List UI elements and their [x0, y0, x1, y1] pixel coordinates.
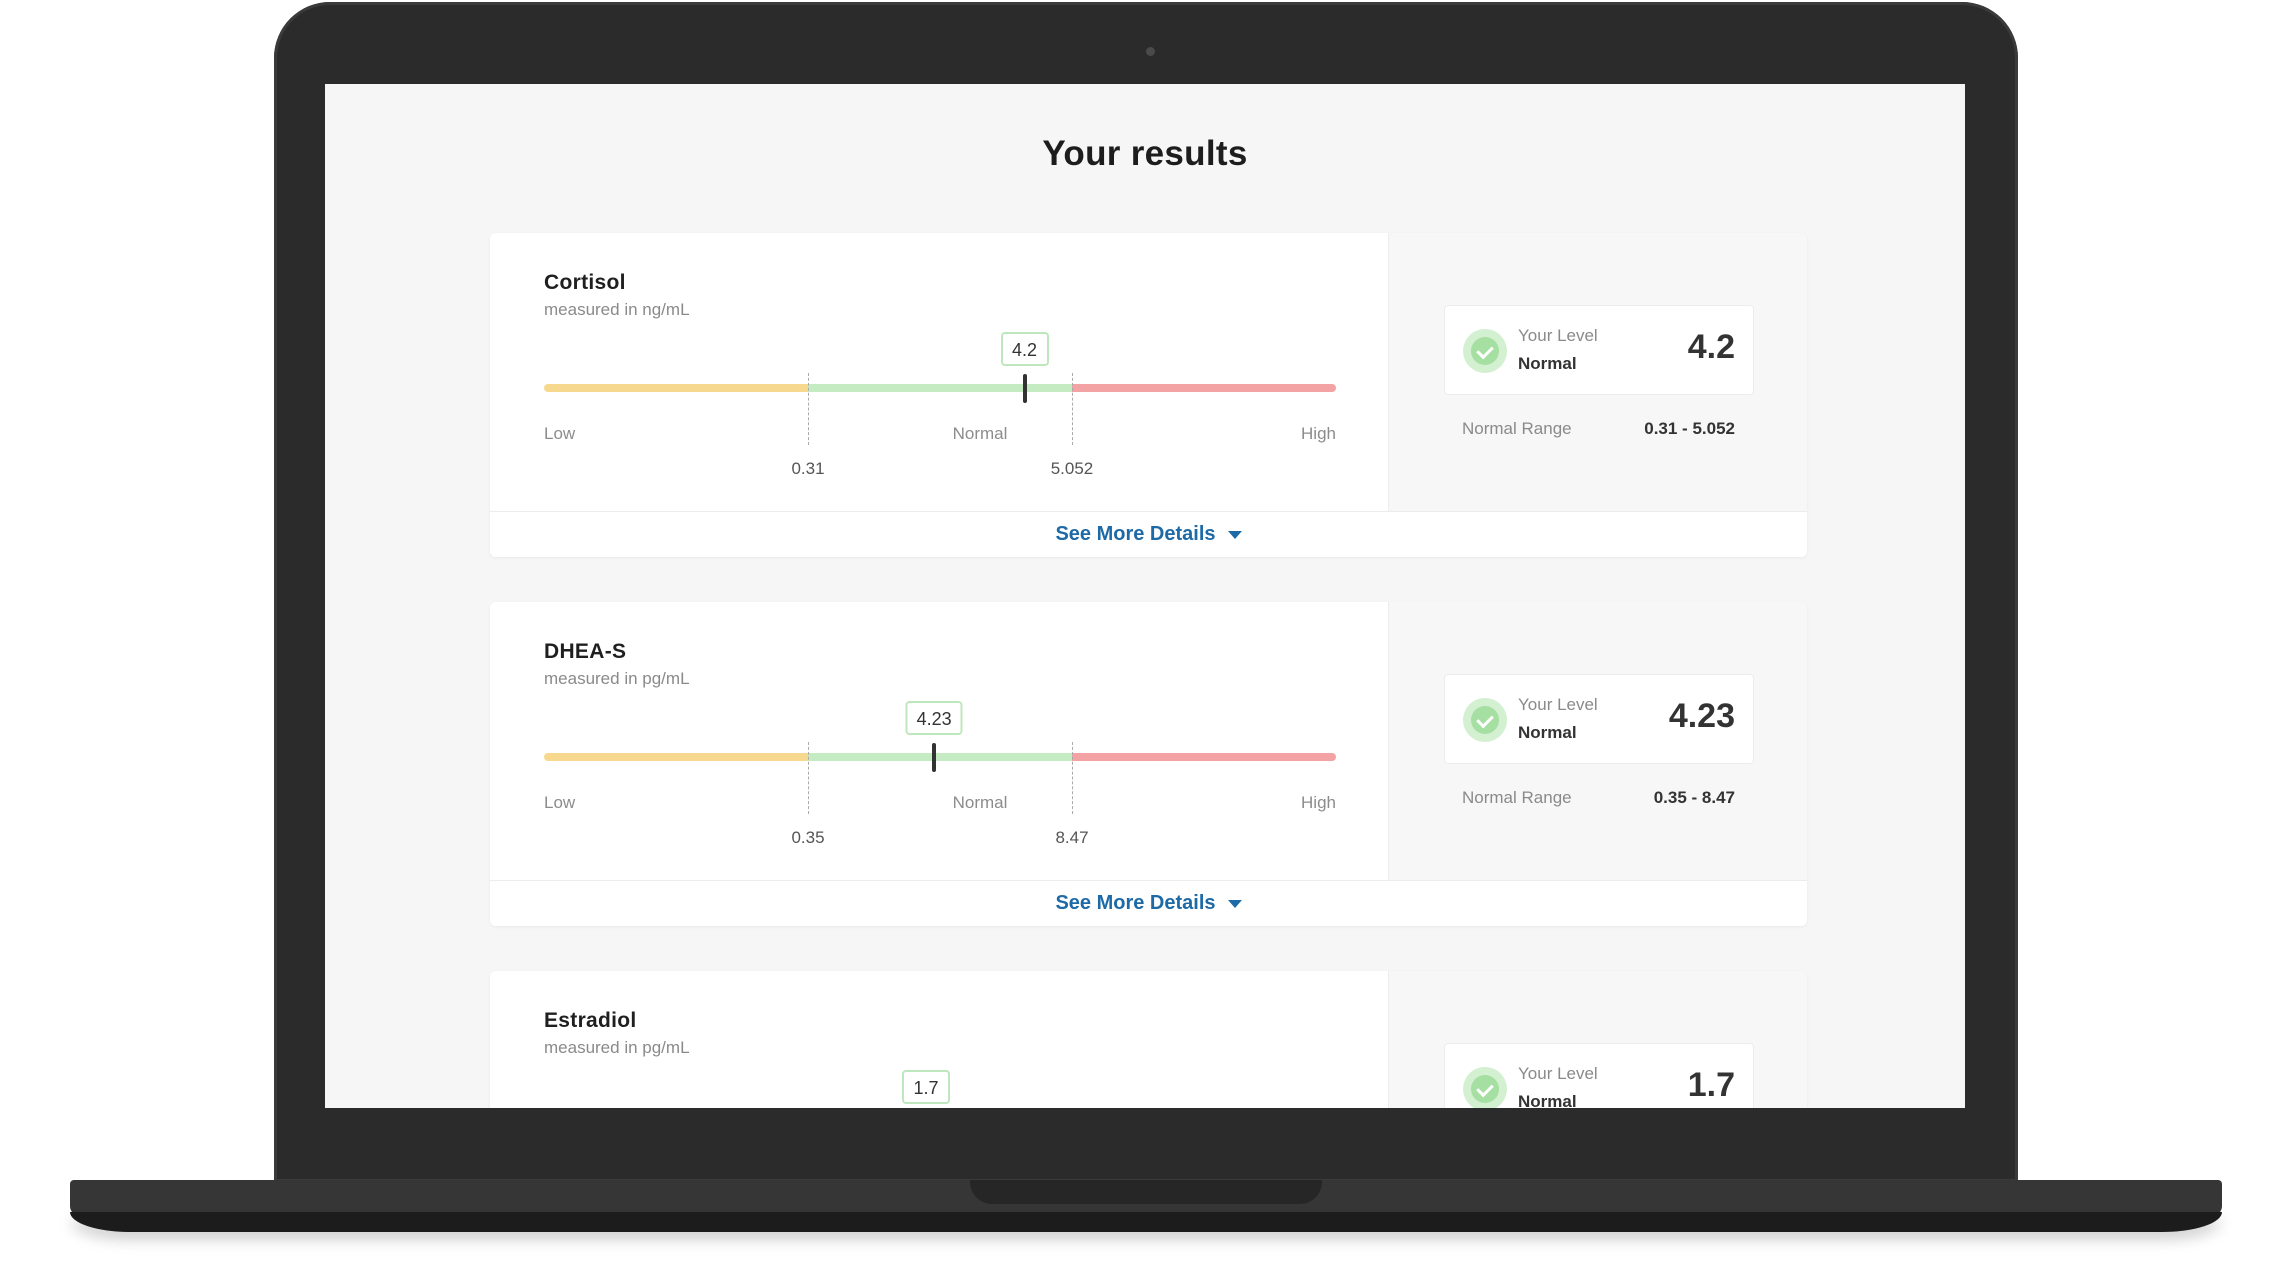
- zone-high-label: High: [1301, 424, 1336, 443]
- high-zone-segment: [1072, 753, 1336, 761]
- zone-high-label: High: [1301, 793, 1336, 812]
- see-more-details-button[interactable]: See More Details: [490, 880, 1807, 926]
- result-card-estradiol: Estradiol measured in pg/mL 1.7 Your Lev…: [490, 971, 1807, 1108]
- range-high-value: 8.47: [1055, 828, 1089, 847]
- see-more-details-label: See More Details: [1055, 892, 1216, 914]
- level-summary-panel: Your Level Normal 4.23 Normal Range 0.35…: [1388, 602, 1807, 880]
- low-zone-segment: [544, 753, 808, 761]
- check-circle-icon: [1463, 1067, 1507, 1108]
- level-caption: Your Level: [1518, 1064, 1598, 1083]
- unit-label: measured in ng/mL: [544, 300, 690, 319]
- level-summary-panel: Your Level Normal 4.2 Normal Range 0.31 …: [1388, 233, 1807, 511]
- range-bar: [544, 384, 1336, 392]
- high-boundary-line: [1072, 742, 1073, 814]
- level-value: 4.23: [1668, 697, 1735, 735]
- marker-name: Cortisol: [544, 271, 626, 294]
- level-value: 1.7: [1687, 1066, 1735, 1104]
- result-card-dhea-s: DHEA-S measured in pg/mL 4.23 Low Normal…: [490, 602, 1807, 926]
- low-zone-segment: [544, 384, 808, 392]
- zone-normal-label: Normal: [952, 424, 1008, 443]
- result-chart-panel: DHEA-S measured in pg/mL 4.23 Low Normal…: [490, 602, 1388, 880]
- marker-name: DHEA-S: [544, 640, 627, 663]
- level-bubble: 4.23: [905, 701, 963, 735]
- normal-zone-segment: [808, 384, 1072, 392]
- laptop-notch: [970, 1180, 1322, 1204]
- level-status: Normal: [1518, 1092, 1577, 1108]
- result-chart-panel: Estradiol measured in pg/mL 1.7: [490, 971, 1388, 1108]
- range-value: 0.31 - 5.052: [1644, 419, 1735, 438]
- level-status: Normal: [1518, 723, 1577, 742]
- result-card-cortisol: Cortisol measured in ng/mL 4.2 Low Norma…: [490, 233, 1807, 557]
- level-caption: Your Level: [1518, 695, 1598, 714]
- level-status: Normal: [1518, 354, 1577, 373]
- level-bubble: 1.7: [902, 1070, 950, 1104]
- level-needle: [1022, 374, 1027, 403]
- level-summary-panel: Your Level Normal 1.7: [1388, 971, 1807, 1108]
- level-box: Your Level Normal 4.2: [1444, 305, 1754, 395]
- range-caption: Normal Range: [1462, 419, 1572, 438]
- range-value: 0.35 - 8.47: [1653, 788, 1735, 807]
- check-circle-icon: [1463, 329, 1507, 373]
- see-more-details-button[interactable]: See More Details: [490, 511, 1807, 557]
- range-low-value: 0.35: [791, 828, 825, 847]
- level-box: Your Level Normal 4.23: [1444, 674, 1754, 764]
- level-box: Your Level Normal 1.7: [1444, 1043, 1754, 1108]
- caret-down-icon: [1227, 899, 1242, 908]
- level-value: 4.2: [1687, 328, 1735, 366]
- range-caption: Normal Range: [1462, 788, 1572, 807]
- level-caption: Your Level: [1518, 326, 1598, 345]
- zone-low-label: Low: [544, 793, 576, 812]
- result-chart-panel: Cortisol measured in ng/mL 4.2 Low Norma…: [490, 233, 1388, 511]
- zone-normal-label: Normal: [952, 793, 1008, 812]
- level-bubble: 4.2: [1000, 332, 1049, 366]
- caret-down-icon: [1227, 530, 1242, 539]
- low-boundary-line: [808, 373, 809, 445]
- page-title: Your results: [1042, 134, 1248, 173]
- range-high-value: 5.052: [1050, 459, 1094, 478]
- check-circle-icon: [1463, 698, 1507, 742]
- camera-icon: [1146, 47, 1155, 56]
- low-boundary-line: [808, 742, 809, 814]
- unit-label: measured in pg/mL: [544, 1038, 690, 1057]
- level-needle: [932, 743, 937, 772]
- range-bar: [544, 753, 1336, 761]
- marker-name: Estradiol: [544, 1009, 637, 1032]
- zone-low-label: Low: [544, 424, 576, 443]
- laptop-base-shadow: [70, 1212, 2222, 1232]
- normal-zone-segment: [808, 753, 1072, 761]
- see-more-details-label: See More Details: [1055, 523, 1216, 545]
- high-boundary-line: [1072, 373, 1073, 445]
- high-zone-segment: [1072, 384, 1336, 392]
- range-low-value: 0.31: [791, 459, 825, 478]
- unit-label: measured in pg/mL: [544, 669, 690, 688]
- screen: Your results Cortisol measured in ng/mL …: [325, 84, 1965, 1108]
